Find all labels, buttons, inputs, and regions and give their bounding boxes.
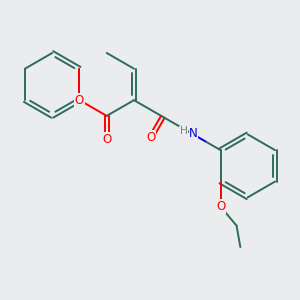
Text: O: O <box>102 133 111 146</box>
Text: O: O <box>75 94 84 107</box>
Text: O: O <box>146 130 156 143</box>
Text: O: O <box>216 200 225 213</box>
Text: H: H <box>180 126 188 136</box>
Text: N: N <box>189 127 198 140</box>
